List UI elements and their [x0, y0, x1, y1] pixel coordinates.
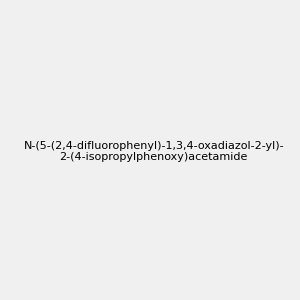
- Text: N-(5-(2,4-difluorophenyl)-1,3,4-oxadiazol-2-yl)-
2-(4-isopropylphenoxy)acetamide: N-(5-(2,4-difluorophenyl)-1,3,4-oxadiazo…: [23, 141, 284, 162]
